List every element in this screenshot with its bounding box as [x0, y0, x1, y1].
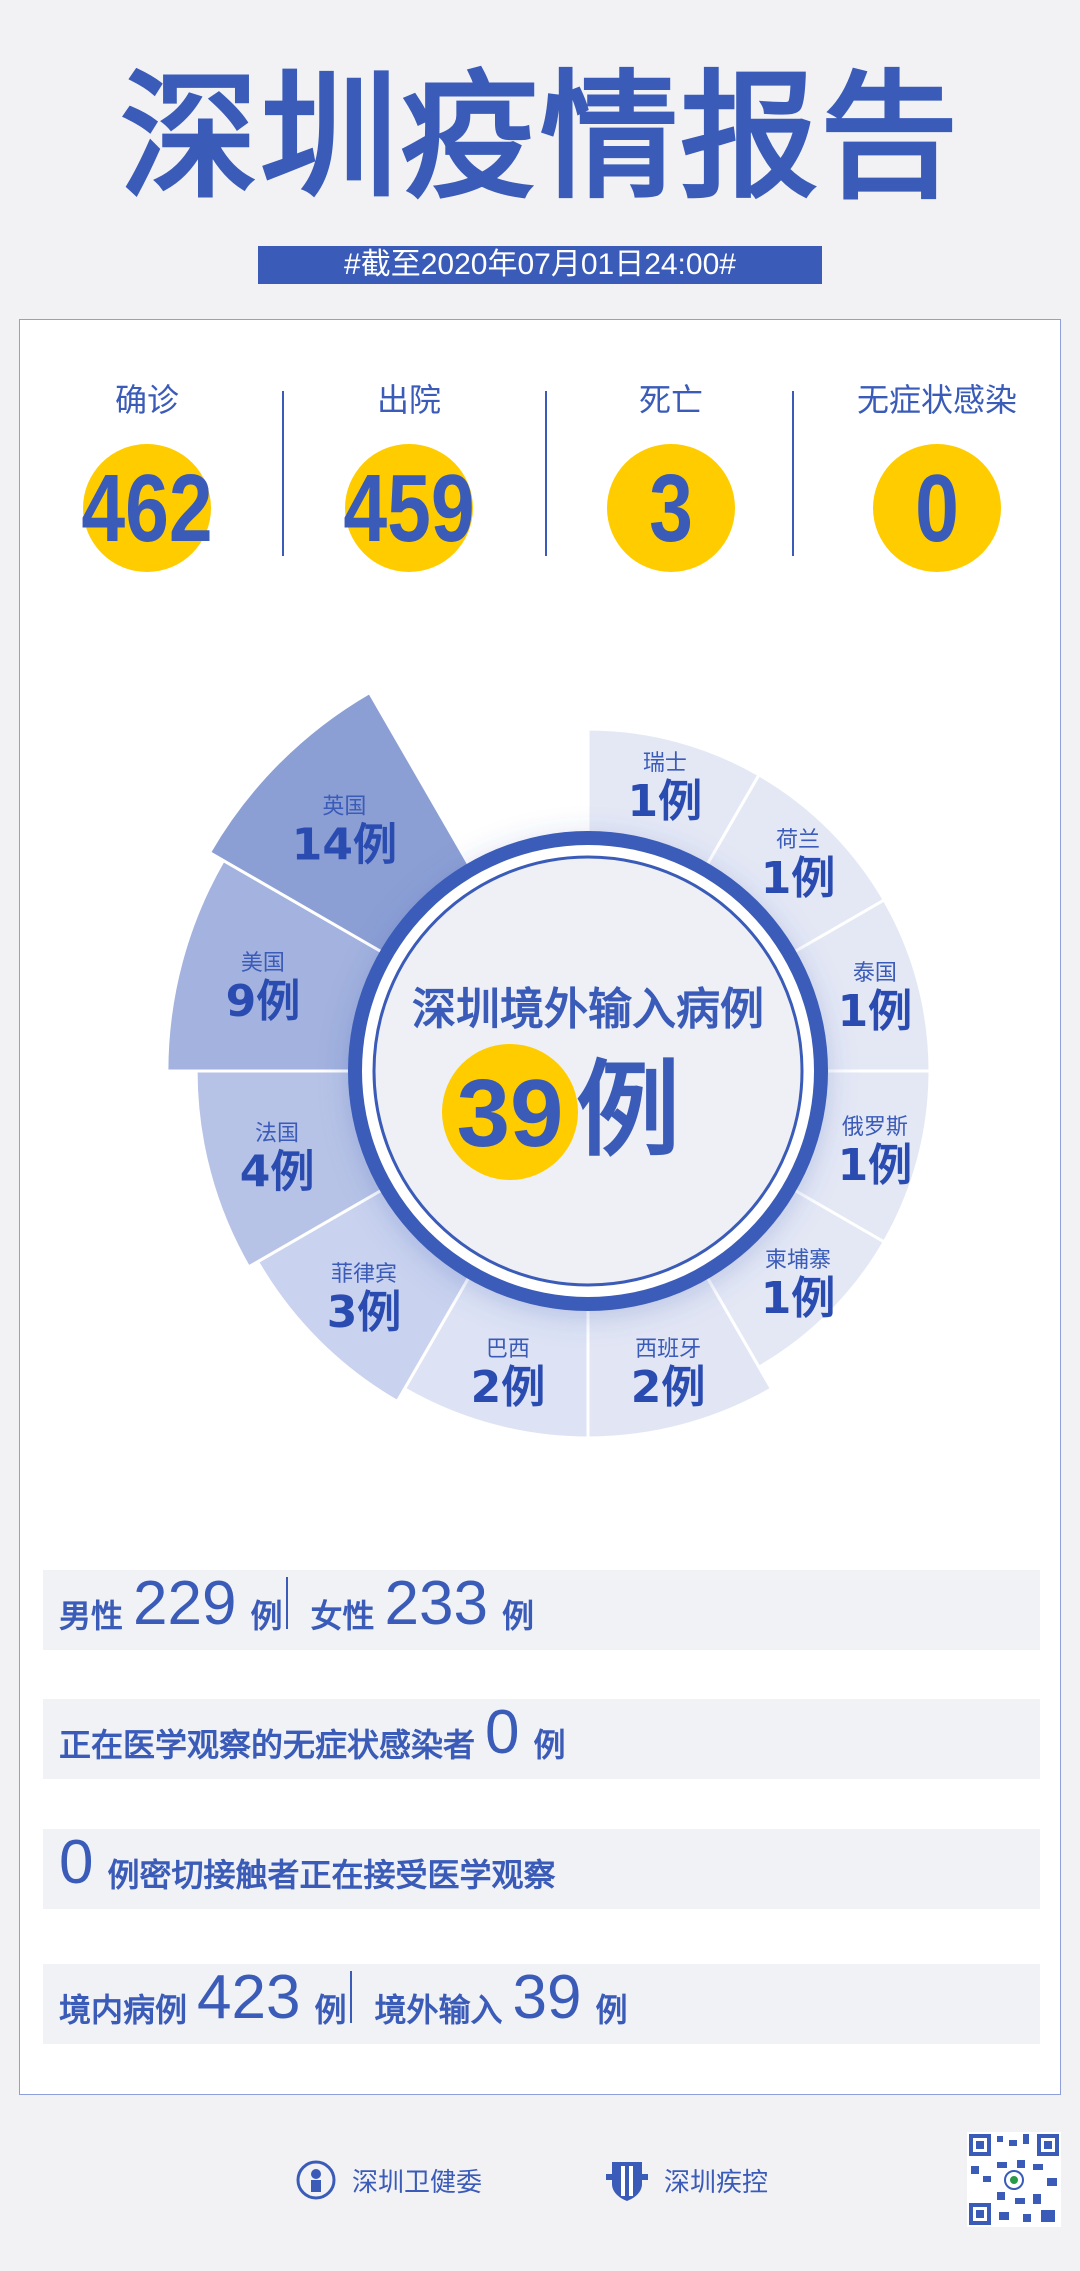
segment-label: 荷兰 — [776, 828, 820, 853]
origin-row: 境内病例 423 例 境外输入 39 例 — [43, 1964, 1040, 2044]
segment-value: 1例 — [838, 986, 913, 1037]
stat-deaths: 死亡 3 — [571, 380, 771, 572]
center-unit: 例 — [576, 1049, 680, 1171]
contacts-row: 0 例密切接触者正在接受医学观察 — [43, 1829, 1040, 1909]
gender-row: 男性 229 例 女性 233 例 — [43, 1570, 1040, 1650]
segment-label: 俄罗斯 — [842, 1115, 908, 1140]
stat-discharged: 出院 459 — [309, 380, 509, 572]
contacts-count: 0 — [59, 1828, 94, 1897]
local-count: 423 — [197, 1963, 301, 2032]
female-count: 233 — [384, 1569, 488, 1638]
segment-value: 1例 — [761, 853, 836, 904]
divider — [350, 1971, 353, 2023]
org-name-1: 深圳卫健委 — [352, 2168, 483, 2198]
stat-label: 无症状感染 — [856, 381, 1017, 419]
segment-label: 菲律宾 — [331, 1262, 397, 1287]
unit: 例 — [501, 1597, 534, 1635]
org-name-2: 深圳疾控 — [664, 2168, 769, 2198]
divider — [282, 391, 284, 556]
segment-label: 瑞士 — [643, 751, 687, 776]
segment-value: 1例 — [628, 776, 703, 827]
stat-circle: 462 — [81, 444, 213, 572]
segment-label: 巴西 — [486, 1337, 530, 1362]
divider — [792, 391, 794, 556]
segment-label: 泰国 — [853, 961, 897, 986]
unit: 例 — [250, 1597, 283, 1635]
segment-label: 柬埔寨 — [765, 1248, 831, 1273]
segment-label: 西班牙 — [635, 1337, 701, 1362]
stat-asymptomatic: 无症状感染 0 — [837, 380, 1037, 572]
cdc-logo-icon — [606, 2162, 648, 2201]
page-title: 深圳疫情报告 — [119, 57, 960, 218]
divider — [286, 1577, 289, 1629]
center-title: 深圳境外输入病例 — [412, 984, 764, 1035]
female-label: 女性 — [310, 1597, 375, 1635]
stat-circle: 3 — [607, 444, 735, 572]
center-value: 39 — [457, 1060, 564, 1167]
local-label: 境内病例 — [59, 1991, 188, 2029]
stat-value: 0 — [915, 455, 959, 562]
segment-value: 1例 — [838, 1140, 913, 1191]
center-value-circle — [442, 1044, 578, 1180]
asymptomatic-count: 0 — [485, 1698, 520, 1767]
unit: 例 — [595, 1991, 628, 2029]
stat-value: 459 — [343, 455, 475, 562]
asymptomatic-row: 正在医学观察的无症状感染者 0 例 — [43, 1699, 1040, 1779]
segment-value: 3例 — [327, 1287, 402, 1338]
male-label: 男性 — [59, 1597, 124, 1635]
stat-circle: 459 — [343, 444, 475, 572]
stat-confirmed: 确诊 462 — [47, 380, 247, 572]
center-disc — [372, 855, 804, 1287]
segment-label: 美国 — [241, 951, 285, 976]
segment-value: 2例 — [471, 1362, 546, 1413]
divider — [545, 391, 547, 556]
contacts-label: 例密切接触者正在接受医学观察 — [107, 1856, 556, 1894]
asymptomatic-label: 正在医学观察的无症状感染者 — [59, 1726, 476, 1764]
segment-value: 9例 — [226, 976, 301, 1027]
stat-circle: 0 — [873, 444, 1001, 572]
segment-label: 英国 — [322, 794, 366, 819]
segment-label: 法国 — [255, 1121, 299, 1146]
date-banner: #截至2020年07月01日24:00# — [258, 246, 822, 284]
segment-value: 14例 — [292, 819, 397, 870]
imported-count: 39 — [512, 1963, 582, 2032]
qr-code-icon — [967, 2132, 1061, 2227]
imported-label: 境外输入 — [374, 1991, 503, 2029]
stat-label: 死亡 — [638, 381, 703, 419]
stat-value: 462 — [81, 455, 213, 562]
unit: 例 — [533, 1726, 566, 1764]
stat-label: 确诊 — [114, 381, 179, 419]
segment-value: 1例 — [761, 1273, 836, 1324]
segment-value: 2例 — [631, 1362, 706, 1413]
health-commission-logo-icon — [296, 2160, 336, 2200]
stat-label: 出院 — [376, 381, 441, 419]
unit: 例 — [314, 1991, 347, 2029]
segment-value: 4例 — [240, 1146, 315, 1197]
stat-value: 3 — [649, 455, 693, 562]
imported-cases-chart: 深圳境外输入病例 39 例 瑞士1例荷兰1例泰国1例俄罗斯1例柬埔寨1例西班牙2… — [166, 692, 930, 1438]
male-count: 229 — [133, 1569, 237, 1638]
